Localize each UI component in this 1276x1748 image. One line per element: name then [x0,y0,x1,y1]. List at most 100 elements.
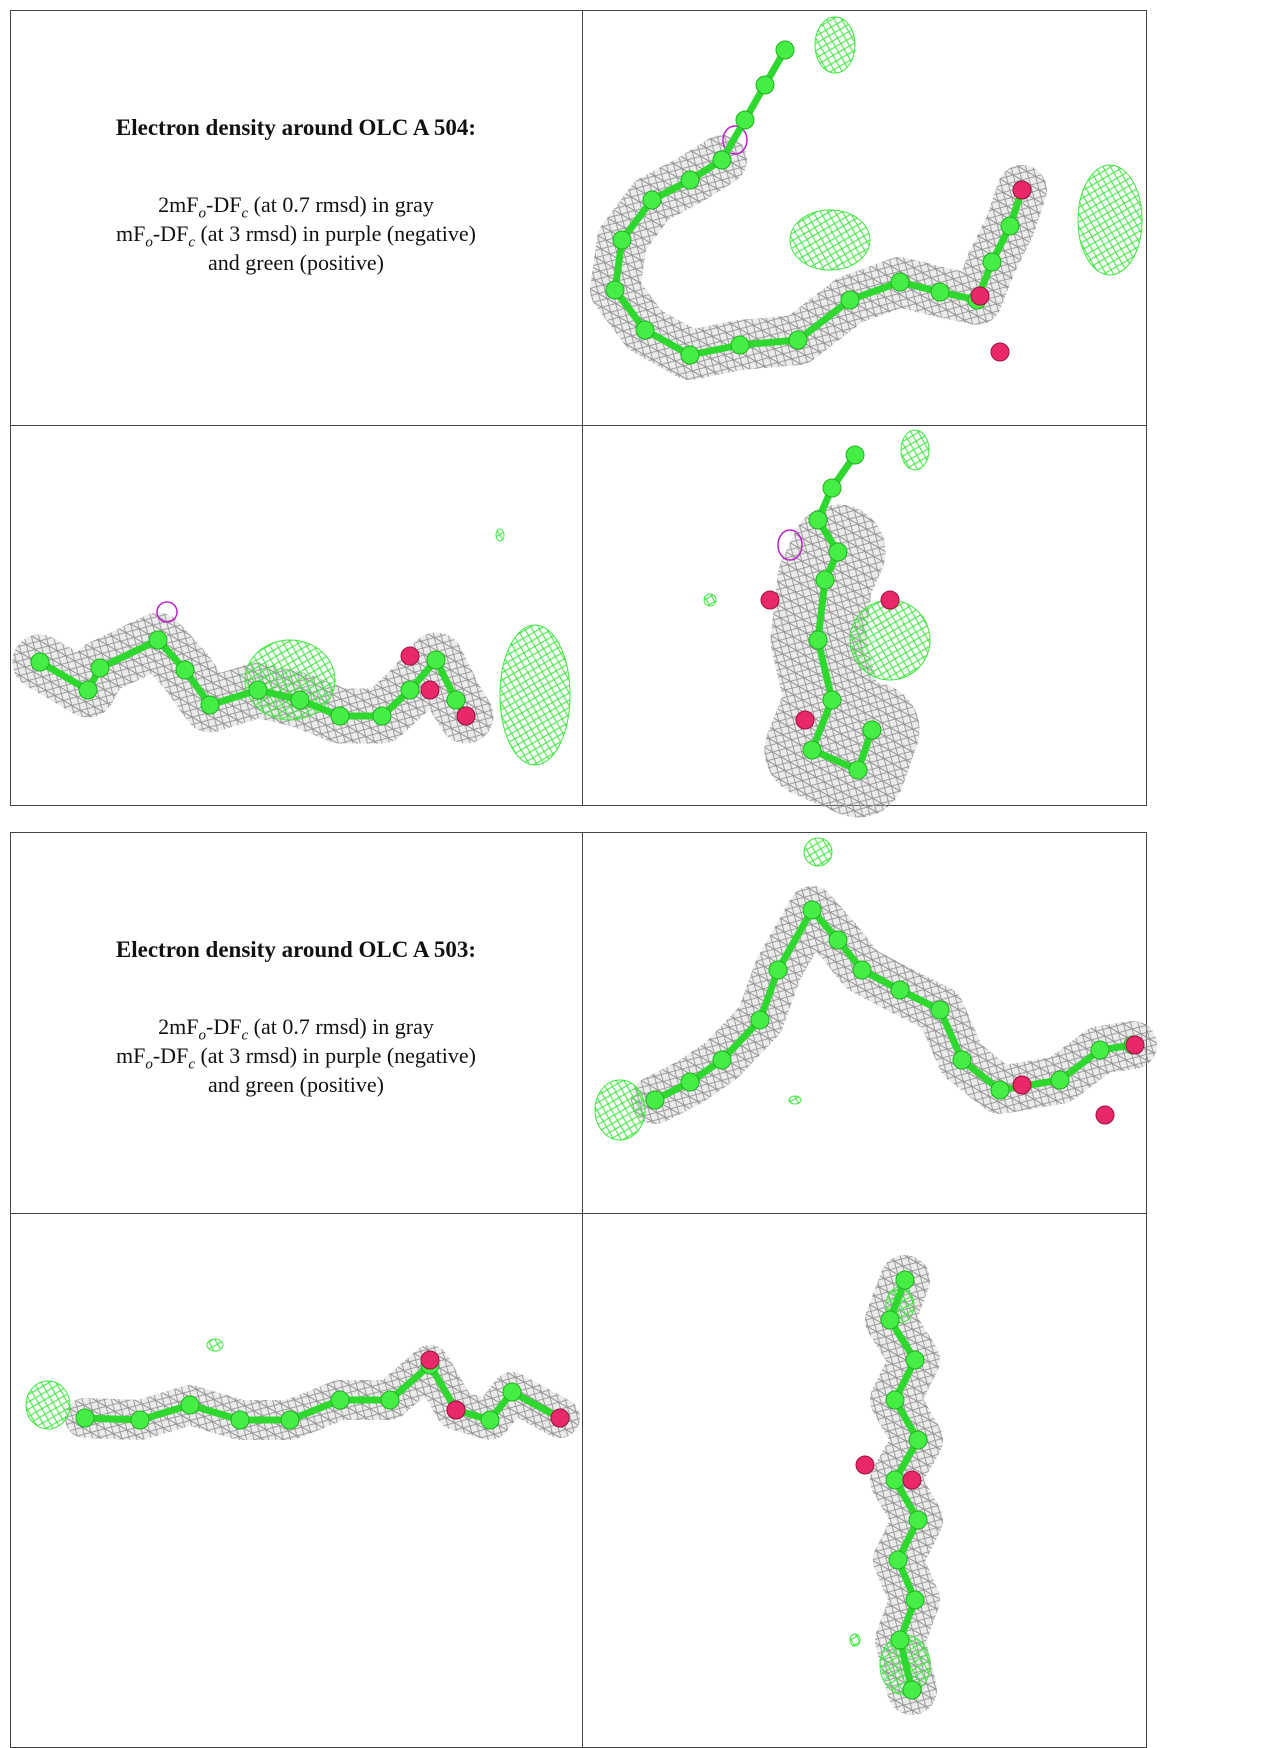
carbon-atom [852,960,872,980]
carbon-atom [905,1350,925,1370]
text-run: 2mF [158,192,199,217]
carbon-atom [905,1590,925,1610]
carbon-atom [750,1010,770,1030]
carbon-atom [828,542,848,562]
carbon-atom [280,1410,300,1430]
oxygen-atom [1012,180,1032,200]
carbon-atom [426,650,446,670]
carbon-atom [890,272,910,292]
positive-density [803,837,833,867]
oxygen-atom [400,646,420,666]
panel-title: Electron density around OLC A 503: [115,937,477,962]
positive-density [849,1633,861,1647]
positive-density [900,429,930,471]
oxygen-atom [420,1350,440,1370]
text-run: -DF [206,192,242,217]
positive-density [814,16,856,74]
carbon-atom [930,282,950,302]
oxygen-atom [1012,1075,1032,1095]
legend-line: mFo-DFc (at 3 rmsd) in purple (negative) [10,1041,582,1079]
positive-density [25,1380,71,1430]
subscript: o [145,1056,153,1073]
carbon-atom [788,330,808,350]
carbon-atom [982,252,1002,272]
positive-density [703,593,717,607]
positive-density [244,639,336,721]
carbon-atom [902,1680,922,1700]
carbon-atom [480,1410,500,1430]
carbon-atom [1090,1040,1110,1060]
carbon-atom [952,1050,972,1070]
carbon-atom [845,445,865,465]
panel-title: Electron density around OLC A 504: [115,115,477,140]
carbon-atom [612,230,632,250]
carbon-atom [502,1382,522,1402]
carbon-atom [885,1470,905,1490]
carbon-atom [848,760,868,780]
text-run: -DF [152,1043,189,1068]
legend-line: and green (positive) [10,1070,582,1099]
carbon-atom [90,658,110,678]
carbon-atom [885,1390,905,1410]
carbon-atom [990,1080,1010,1100]
carbon-atom [330,1390,350,1410]
carbon-atom [180,1395,200,1415]
oxygen-atom [420,680,440,700]
oxygen-atom [456,706,476,726]
positive-density [1077,164,1143,276]
oxygen-atom [902,1470,922,1490]
positive-density [849,599,931,681]
text-run: mF [116,1043,146,1068]
carbon-atom [808,630,828,650]
carbon-atom [908,1430,928,1450]
text-run: (at 0.7 rmsd) in gray [248,1014,434,1039]
carbon-atom [30,652,50,672]
legend-line: mFo-DFc (at 3 rmsd) in purple (negative) [10,219,582,257]
oxygen-atom [1125,1035,1145,1055]
text-run: and green (positive) [208,1072,384,1097]
positive-density [206,1338,224,1352]
carbon-atom [78,680,98,700]
carbon-atom [802,900,822,920]
carbon-atom [895,1270,915,1290]
carbon-atom [775,40,795,60]
bond [808,451,876,774]
carbon-atom [880,1310,900,1330]
carbon-atom [446,690,466,710]
carbon-atom [645,1090,665,1110]
carbon-atom [822,478,842,498]
carbon-atom [330,706,350,726]
carbon-atom [815,570,835,590]
carbon-atom [802,740,822,760]
carbon-atom [130,1410,150,1430]
carbon-atom [230,1410,250,1430]
oxygen-atom [760,590,780,610]
subscript: o [198,205,207,222]
legend-line: and green (positive) [10,248,582,277]
subscript: o [198,1027,207,1044]
carbon-atom [680,345,700,365]
oxygen-atom [880,590,900,610]
oxygen-atom [550,1408,570,1428]
carbon-atom [712,150,732,170]
table-cell [10,832,583,1214]
positive-density [495,528,505,542]
legend-line: 2mFo-DFc (at 0.7 rmsd) in gray [10,1012,582,1050]
legend-line: 2mFo-DFc (at 0.7 rmsd) in gray [10,190,582,228]
negative-density [722,125,748,155]
carbon-atom [888,1550,908,1570]
carbon-atom [290,690,310,710]
carbon-atom [372,706,392,726]
carbon-atom [768,960,788,980]
carbon-atom [828,930,848,950]
text-run: (at 0.7 rmsd) in gray [248,192,434,217]
carbon-atom [200,695,220,715]
carbon-atom [1050,1070,1070,1090]
carbon-atom [840,290,860,310]
carbon-atom [680,1072,700,1092]
text-run: mF [116,221,146,246]
subscript: c [188,234,195,251]
carbon-atom [380,1390,400,1410]
